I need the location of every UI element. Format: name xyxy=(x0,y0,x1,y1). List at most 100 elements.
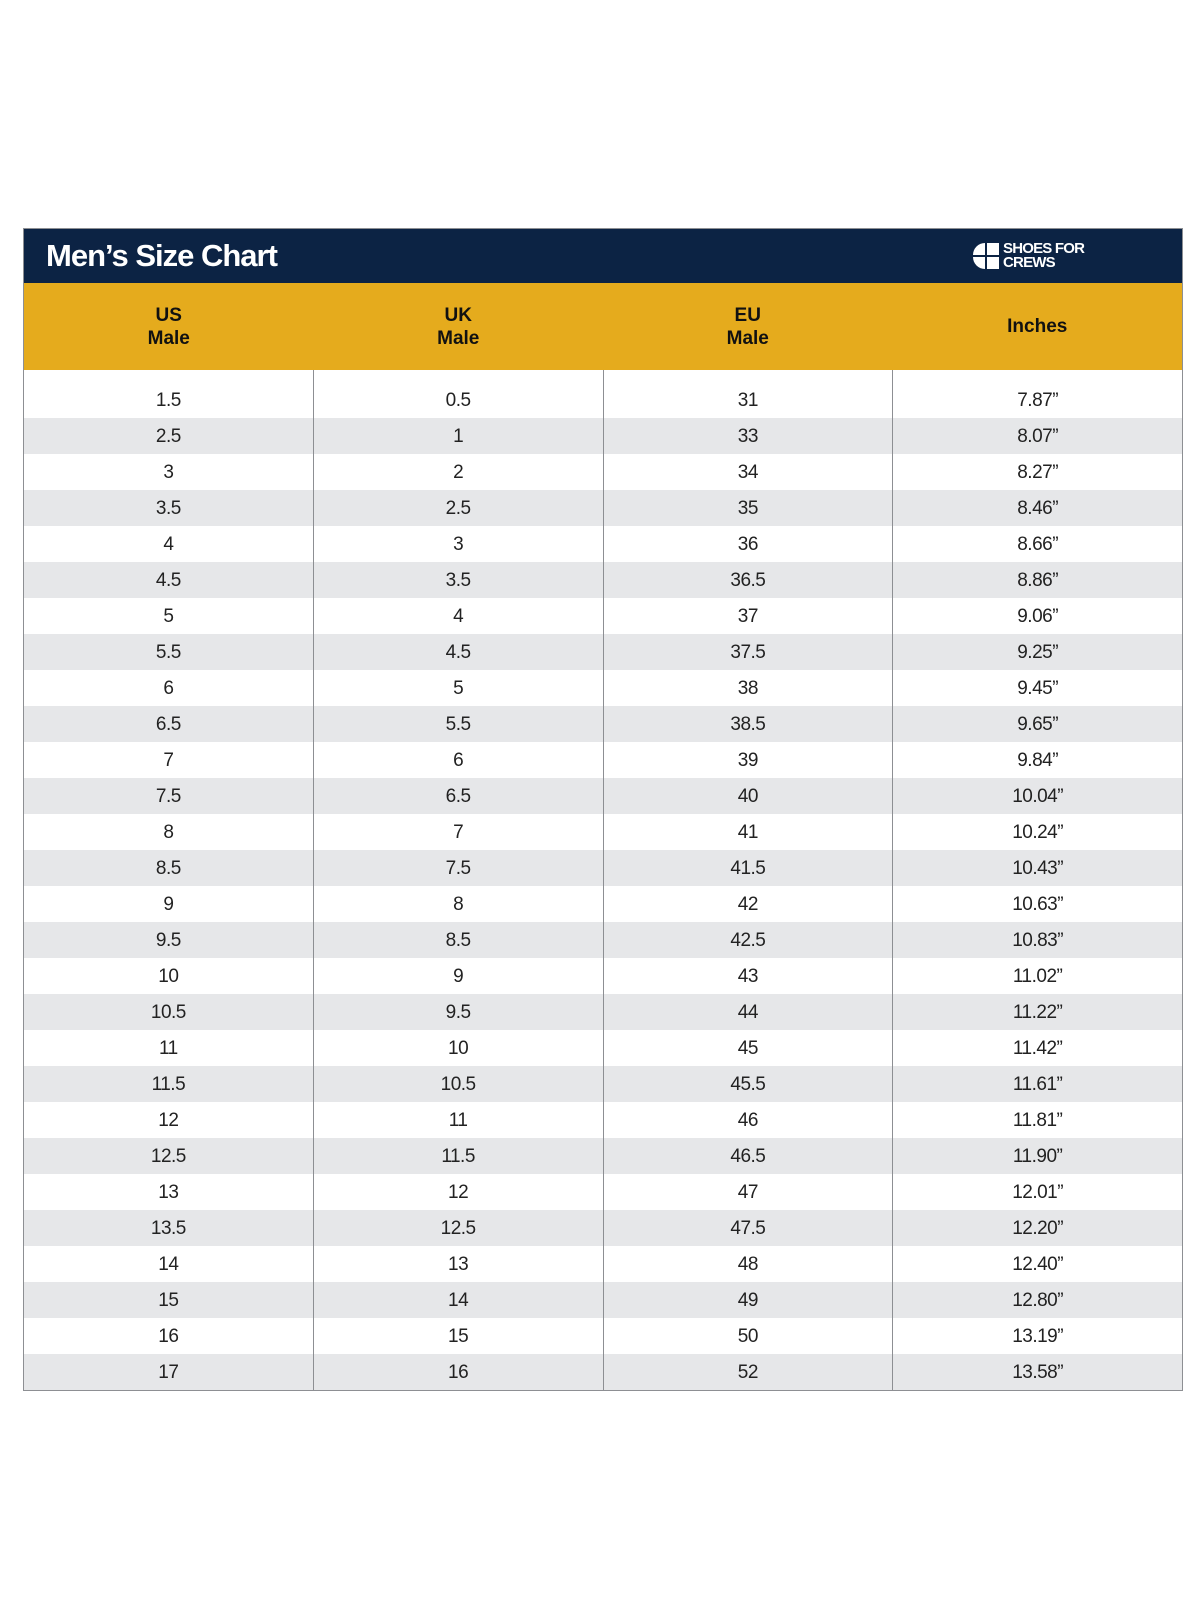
cell-us-size: 6.5 xyxy=(155,714,181,735)
table-row: 6.5 5.5 38.5 9.65” xyxy=(24,706,1182,742)
cell-inches: 9.25” xyxy=(892,634,1182,670)
cell-inches: 9.84” xyxy=(892,742,1182,778)
cell-uk-size: 12.5 xyxy=(312,1210,603,1246)
cell-us-size: 12 xyxy=(158,1110,179,1131)
cell-uk-size: 3.5 xyxy=(312,562,603,598)
column-header-us-line1: US xyxy=(155,304,182,326)
cell-us-size: 5 xyxy=(163,606,174,627)
column-header-inches: Inches xyxy=(893,283,1183,370)
cell-uk-size: 6.5 xyxy=(312,778,603,814)
table-row: 3.5 2.5 35 8.46” xyxy=(24,490,1182,526)
cell-eu-size: 38 xyxy=(602,670,893,706)
table-row: 17 16 52 13.58” xyxy=(24,1354,1182,1390)
cell-uk-size: 12 xyxy=(312,1174,603,1210)
cell-us-size: 16 xyxy=(158,1326,179,1347)
cell-us-size: 12.5 xyxy=(150,1146,186,1167)
cell-uk-size: 9.5 xyxy=(312,994,603,1030)
cell-uk-size: 2 xyxy=(312,454,603,490)
cell-uk-size: 5 xyxy=(312,670,603,706)
cell-uk-size: 1 xyxy=(312,418,603,454)
cell-us-size: 9 xyxy=(163,894,174,915)
column-header-eu-line1: EU xyxy=(734,304,761,326)
cell-eu-size: 42.5 xyxy=(602,922,893,958)
cell-uk-size: 3 xyxy=(312,526,603,562)
cell-eu-size: 36 xyxy=(602,526,893,562)
cell-eu-size: 37 xyxy=(602,598,893,634)
cell-inches: 10.83” xyxy=(892,922,1182,958)
table-row: 7.5 6.5 40 10.04” xyxy=(24,778,1182,814)
cell-inches: 11.81” xyxy=(892,1102,1182,1138)
column-header-us-line2: Male xyxy=(147,327,190,349)
table-row: 10 9 43 11.02” xyxy=(24,958,1182,994)
table-row: 14 13 48 12.40” xyxy=(24,1246,1182,1282)
cell-eu-size: 52 xyxy=(602,1354,893,1390)
brand-name-line1: SHOES FOR xyxy=(1003,240,1085,257)
cell-us-size: 13.5 xyxy=(150,1218,186,1239)
table-row: 12.5 11.5 46.5 11.90” xyxy=(24,1138,1182,1174)
cell-us-size: 11 xyxy=(159,1038,178,1059)
cell-inches: 10.43” xyxy=(892,850,1182,886)
cell-us-size: 3 xyxy=(163,462,174,483)
brand-name-line2: CREWS xyxy=(1003,254,1056,271)
cell-eu-size: 39 xyxy=(602,742,893,778)
cell-uk-size: 5.5 xyxy=(312,706,603,742)
cell-eu-size: 37.5 xyxy=(602,634,893,670)
cell-inches: 11.61” xyxy=(892,1066,1182,1102)
cell-eu-size: 42 xyxy=(602,886,893,922)
cell-uk-size: 10.5 xyxy=(312,1066,603,1102)
cell-us-size: 14 xyxy=(158,1254,179,1275)
column-header-row: US Male UK Male EU Male Inches xyxy=(24,283,1182,370)
cell-eu-size: 50 xyxy=(602,1318,893,1354)
cell-eu-size: 49 xyxy=(602,1282,893,1318)
cell-inches: 7.87” xyxy=(892,370,1182,418)
size-chart-table: Men’s Size Chart SHOES FOR CREWS US Male… xyxy=(23,228,1183,1391)
cell-inches: 13.19” xyxy=(892,1318,1182,1354)
cell-us-size: 3.5 xyxy=(155,498,181,519)
cell-us-size: 8.5 xyxy=(155,858,181,879)
column-header-eu: EU Male xyxy=(603,283,893,370)
cell-eu-size: 41 xyxy=(602,814,893,850)
cell-eu-size: 47.5 xyxy=(602,1210,893,1246)
cell-us-size: 1.5 xyxy=(155,390,181,411)
cell-us-size: 10 xyxy=(158,966,179,987)
table-row: 9.5 8.5 42.5 10.83” xyxy=(24,922,1182,958)
cell-uk-size: 0.5 xyxy=(312,370,603,418)
table-row: 15 14 49 12.80” xyxy=(24,1282,1182,1318)
cell-inches: 12.01” xyxy=(892,1174,1182,1210)
cell-eu-size: 45.5 xyxy=(602,1066,893,1102)
table-row: 11.5 10.5 45.5 11.61” xyxy=(24,1066,1182,1102)
table-row: 6 5 38 9.45” xyxy=(24,670,1182,706)
cell-inches: 11.22” xyxy=(892,994,1182,1030)
cell-eu-size: 43 xyxy=(602,958,893,994)
cell-inches: 12.20” xyxy=(892,1210,1182,1246)
cell-uk-size: 4 xyxy=(312,598,603,634)
table-row: 13 12 47 12.01” xyxy=(24,1174,1182,1210)
cell-inches: 8.66” xyxy=(892,526,1182,562)
table-row: 16 15 50 13.19” xyxy=(24,1318,1182,1354)
cell-inches: 10.04” xyxy=(892,778,1182,814)
cell-eu-size: 40 xyxy=(602,778,893,814)
cell-us-size: 2.5 xyxy=(155,426,181,447)
cell-eu-size: 44 xyxy=(602,994,893,1030)
table-row: 10.5 9.5 44 11.22” xyxy=(24,994,1182,1030)
cell-eu-size: 48 xyxy=(602,1246,893,1282)
cell-inches: 10.24” xyxy=(892,814,1182,850)
cell-eu-size: 47 xyxy=(602,1174,893,1210)
cell-inches: 8.07” xyxy=(892,418,1182,454)
table-row: 2.5 1 33 8.07” xyxy=(24,418,1182,454)
column-header-inches-line1: Inches xyxy=(1007,316,1068,337)
cell-inches: 9.45” xyxy=(892,670,1182,706)
table-row: 1.5 0.5 31 7.87” xyxy=(24,370,1182,418)
cell-us-size: 4.5 xyxy=(155,570,181,591)
column-header-uk: UK Male xyxy=(314,283,604,370)
cell-eu-size: 35 xyxy=(602,490,893,526)
cell-us-size: 8 xyxy=(163,822,174,843)
cell-inches: 11.90” xyxy=(892,1138,1182,1174)
cell-uk-size: 16 xyxy=(312,1354,603,1390)
cell-inches: 12.80” xyxy=(892,1282,1182,1318)
cell-uk-size: 11.5 xyxy=(312,1138,603,1174)
cell-inches: 11.42” xyxy=(892,1030,1182,1066)
cell-inches: 9.06” xyxy=(892,598,1182,634)
cell-us-size: 17 xyxy=(158,1362,179,1383)
cell-us-size: 11.5 xyxy=(151,1074,186,1095)
